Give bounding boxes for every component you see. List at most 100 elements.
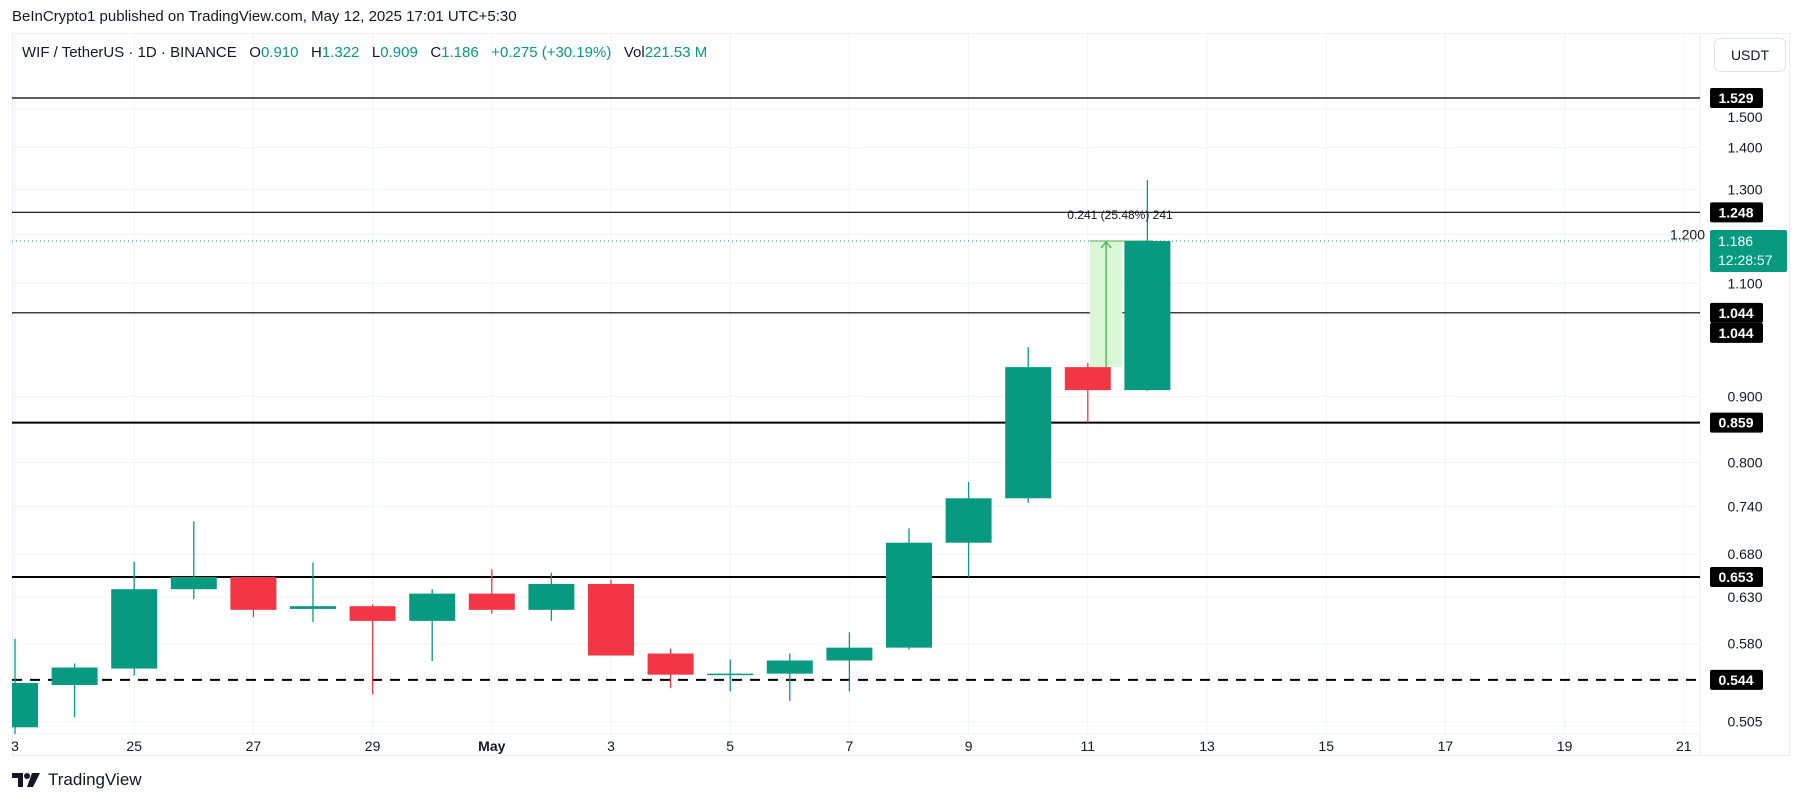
level-price-label: 0.653 xyxy=(1710,566,1763,587)
y-tick-label: 1.500 xyxy=(1727,109,1762,125)
candle-body xyxy=(468,593,515,610)
level-price-label: 1.529 xyxy=(1710,88,1763,108)
symbol-legend: WIF / TetherUS · 1D · BINANCE O0.910 H1.… xyxy=(22,44,707,61)
candle xyxy=(647,648,694,689)
candle xyxy=(111,561,158,676)
level-price-label-text: 0.859 xyxy=(1718,415,1753,431)
tradingview-logo[interactable]: TradingView xyxy=(12,770,142,790)
y-tick-label: 0.800 xyxy=(1727,455,1762,471)
symbol-title[interactable]: WIF / TetherUS · 1D · BINANCE xyxy=(22,44,237,61)
candle-body xyxy=(1124,241,1171,391)
candle-body xyxy=(230,576,277,610)
level-price-label-bg xyxy=(1710,669,1763,690)
low-label: L xyxy=(371,44,381,61)
candle xyxy=(468,569,515,614)
candle xyxy=(826,632,873,692)
candle xyxy=(230,576,277,618)
volume-label: Vol xyxy=(623,44,645,61)
bar-countdown: 12:28:57 xyxy=(1718,252,1773,268)
x-tick-label: 3 xyxy=(11,738,19,754)
candle-body xyxy=(170,576,217,590)
currency-button[interactable]: USDT xyxy=(1714,38,1786,72)
candle-body xyxy=(647,653,694,675)
x-tick-label: 7 xyxy=(846,738,854,754)
candle-body xyxy=(51,667,98,686)
last-price-value: 1.186 xyxy=(1718,233,1753,249)
candle-body xyxy=(349,606,396,621)
close-value: 1.186 xyxy=(441,44,479,61)
low-value: 0.909 xyxy=(380,44,418,61)
candle xyxy=(766,653,813,701)
close-label: C xyxy=(430,44,442,61)
level-price-label-bg xyxy=(1710,88,1763,108)
x-tick-label: 15 xyxy=(1318,738,1334,754)
y-tick-label: 0.580 xyxy=(1727,636,1762,652)
x-tick-label: 5 xyxy=(726,738,734,754)
level-price-label: 0.859 xyxy=(1710,412,1763,433)
open-value: 0.910 xyxy=(260,44,299,61)
candle-body xyxy=(707,673,754,676)
candle-body xyxy=(111,589,158,669)
measure-label: 0.241 (25.48%) 241 xyxy=(1067,208,1173,222)
level-price-label-text: 1.248 xyxy=(1718,204,1753,220)
y-tick-label: 1.300 xyxy=(1727,181,1762,197)
measure-arrow-head xyxy=(1100,241,1112,249)
y-tick-label: 0.900 xyxy=(1727,388,1762,404)
level-price-label-text: 1.044 xyxy=(1718,305,1753,321)
chart-frame xyxy=(12,33,1790,756)
x-tick-label: 3 xyxy=(607,738,615,754)
candle-body xyxy=(945,498,992,543)
level-price-label: 1.044 xyxy=(1710,302,1763,323)
x-tick-label: 9 xyxy=(965,738,973,754)
candle xyxy=(945,482,992,577)
level-price-label-bg xyxy=(1710,566,1763,587)
candle xyxy=(12,638,38,734)
y-tick-label: 0.740 xyxy=(1727,499,1762,515)
level-price-label-bg xyxy=(1710,412,1763,433)
candle xyxy=(409,589,456,661)
y-tick-label: 0.680 xyxy=(1727,546,1762,562)
publisher-line: BeInCrypto1 published on TradingView.com… xyxy=(12,8,517,25)
grid xyxy=(12,34,1700,734)
x-tick-label: 21 xyxy=(1676,738,1692,754)
last-price-badge xyxy=(1710,230,1787,273)
y-tick-label: 1.100 xyxy=(1727,275,1762,291)
plot-area: 0.241 (25.48%) 241 xyxy=(12,97,1700,734)
level-price-label-bg xyxy=(1710,302,1763,323)
tradingview-logo-icon xyxy=(12,773,40,787)
candle-body xyxy=(1005,367,1052,499)
x-tick-label: 27 xyxy=(246,738,262,754)
extra-price-label-bg xyxy=(1710,322,1763,343)
x-tick-label: May xyxy=(478,738,505,754)
candle-body xyxy=(766,660,813,674)
change-value: +0.275 (+30.19%) xyxy=(491,44,612,61)
x-tick-label: 19 xyxy=(1557,738,1573,754)
candle xyxy=(707,659,754,692)
x-tick-label: 29 xyxy=(365,738,381,754)
level-price-label-text: 1.529 xyxy=(1718,90,1753,106)
candle-body xyxy=(886,542,932,648)
high-label: H xyxy=(311,44,322,61)
candle-body xyxy=(1064,367,1111,391)
candle-body xyxy=(826,647,873,661)
candle xyxy=(886,528,932,650)
level-price-label: 0.544 xyxy=(1710,669,1763,690)
candle xyxy=(290,562,336,622)
candle xyxy=(170,521,217,599)
level-price-label-bg xyxy=(1710,202,1763,223)
candle xyxy=(1124,179,1171,391)
level-price-label: 1.248 xyxy=(1710,202,1763,223)
y-tick-label: 0.630 xyxy=(1727,589,1762,605)
x-tick-label: 11 xyxy=(1081,738,1096,754)
candle xyxy=(51,663,98,718)
y-tick-label: 1.200 xyxy=(1670,226,1705,242)
candle-body xyxy=(528,583,575,610)
level-price-label-text: 0.653 xyxy=(1718,569,1753,585)
y-tick-label: 0.505 xyxy=(1727,714,1762,730)
x-tick-label: 17 xyxy=(1438,738,1454,754)
high-value: 1.322 xyxy=(321,44,360,61)
x-tick-label: 13 xyxy=(1199,738,1215,754)
candle xyxy=(1005,347,1052,503)
brand-name: TradingView xyxy=(48,770,142,789)
